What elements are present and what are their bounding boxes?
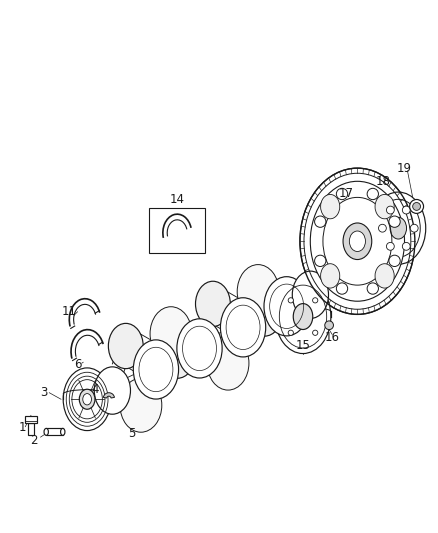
- Text: 15: 15: [296, 339, 311, 352]
- Circle shape: [367, 188, 378, 200]
- Ellipse shape: [207, 336, 249, 390]
- Text: 3: 3: [40, 386, 47, 399]
- Circle shape: [336, 283, 348, 294]
- Circle shape: [389, 216, 400, 228]
- Circle shape: [367, 283, 378, 294]
- Ellipse shape: [300, 168, 415, 314]
- Circle shape: [378, 224, 386, 232]
- Circle shape: [336, 188, 348, 200]
- Text: 11: 11: [61, 305, 76, 318]
- Circle shape: [389, 255, 400, 266]
- Circle shape: [314, 216, 326, 228]
- Circle shape: [403, 206, 410, 214]
- Text: 16: 16: [325, 330, 339, 343]
- Ellipse shape: [160, 333, 195, 378]
- Bar: [46, 429, 63, 435]
- Circle shape: [413, 203, 420, 211]
- Text: 14: 14: [170, 193, 185, 206]
- Ellipse shape: [310, 181, 405, 301]
- Circle shape: [410, 224, 418, 232]
- Circle shape: [386, 206, 394, 214]
- Circle shape: [325, 321, 333, 329]
- Ellipse shape: [83, 393, 92, 405]
- Ellipse shape: [120, 378, 162, 432]
- Circle shape: [313, 330, 318, 335]
- Text: 5: 5: [128, 427, 136, 440]
- Ellipse shape: [293, 304, 313, 329]
- Ellipse shape: [237, 264, 279, 319]
- Ellipse shape: [390, 217, 406, 239]
- Text: 6: 6: [74, 358, 81, 372]
- Ellipse shape: [375, 195, 394, 219]
- Text: 4: 4: [91, 383, 99, 395]
- Ellipse shape: [94, 367, 131, 414]
- Bar: [25, 416, 37, 423]
- Circle shape: [314, 255, 326, 266]
- Ellipse shape: [247, 291, 282, 336]
- Text: 18: 18: [375, 175, 390, 188]
- Ellipse shape: [133, 340, 179, 399]
- Ellipse shape: [44, 429, 48, 435]
- Ellipse shape: [79, 389, 95, 409]
- Ellipse shape: [195, 281, 230, 327]
- Text: 17: 17: [339, 187, 354, 200]
- Text: 2: 2: [30, 434, 38, 447]
- Ellipse shape: [350, 231, 365, 252]
- Bar: [149, 208, 205, 254]
- Text: 1: 1: [18, 421, 26, 434]
- Ellipse shape: [321, 264, 340, 288]
- Ellipse shape: [292, 271, 328, 318]
- Ellipse shape: [321, 195, 340, 219]
- Ellipse shape: [343, 223, 372, 260]
- Ellipse shape: [108, 324, 143, 369]
- Ellipse shape: [264, 277, 309, 336]
- Bar: [28, 423, 35, 435]
- Ellipse shape: [150, 306, 192, 361]
- Ellipse shape: [275, 279, 331, 353]
- Circle shape: [403, 243, 410, 251]
- Wedge shape: [103, 393, 114, 398]
- Text: 19: 19: [396, 161, 411, 175]
- Ellipse shape: [220, 298, 266, 357]
- Ellipse shape: [63, 368, 111, 431]
- Circle shape: [313, 298, 318, 303]
- Circle shape: [288, 298, 293, 303]
- Circle shape: [410, 199, 424, 213]
- Circle shape: [288, 330, 293, 335]
- Ellipse shape: [60, 429, 65, 435]
- Circle shape: [386, 243, 394, 251]
- Ellipse shape: [371, 192, 426, 264]
- Ellipse shape: [177, 319, 222, 378]
- Ellipse shape: [375, 264, 394, 288]
